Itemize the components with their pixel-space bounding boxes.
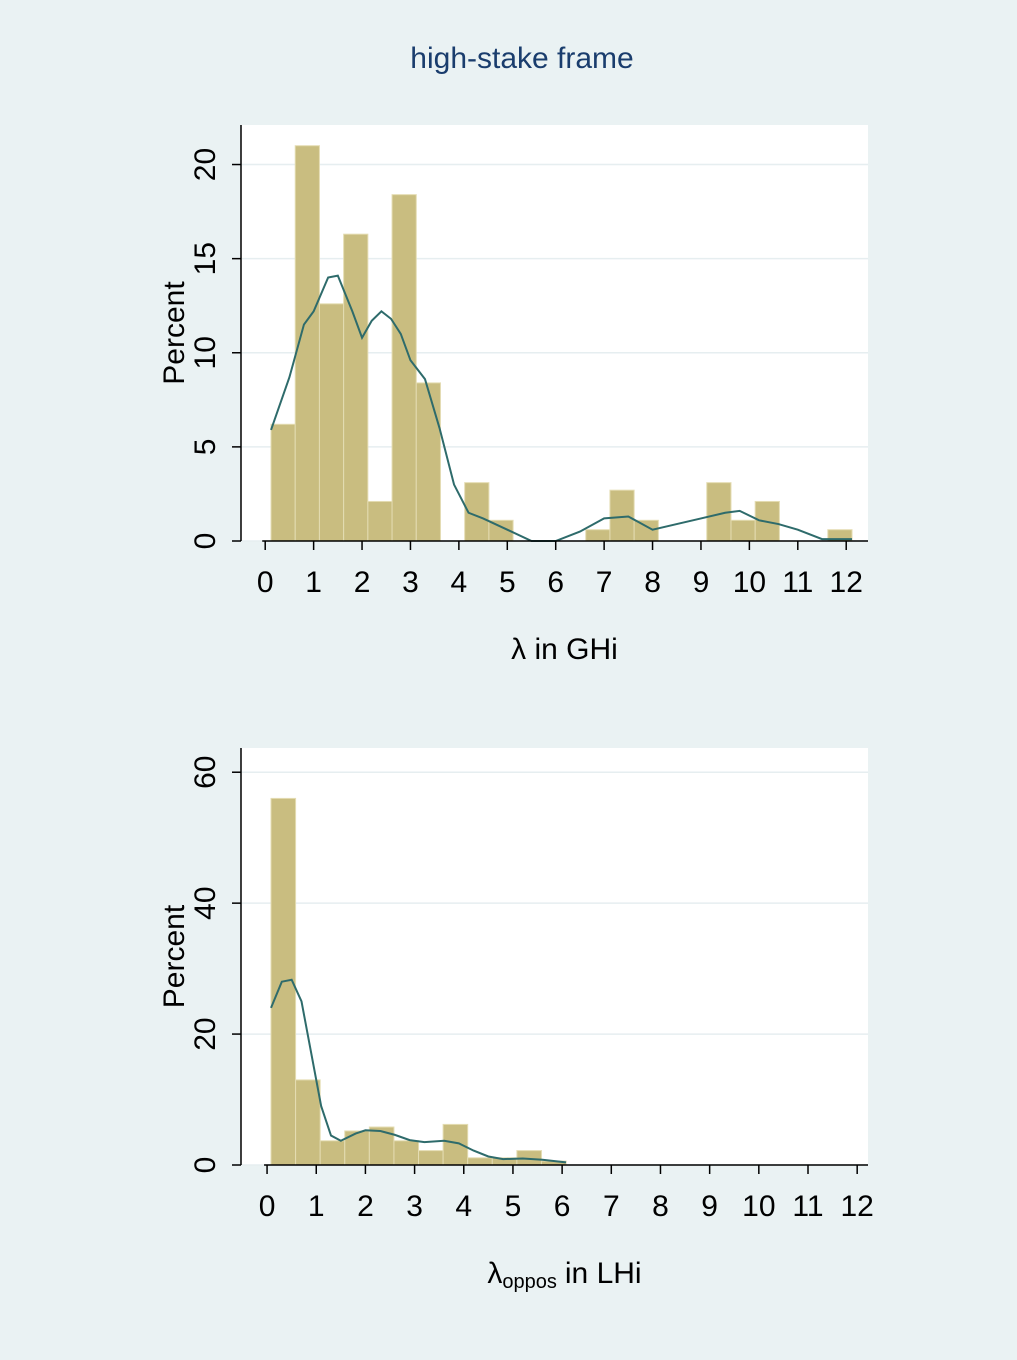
bar — [730, 519, 756, 542]
x-tick-label: 0 — [259, 1190, 276, 1223]
x-tick-label: 10 — [733, 566, 766, 599]
y-tick-label: 0 — [189, 533, 222, 550]
x-tick-label: 5 — [499, 566, 516, 599]
x-tick-label: 6 — [547, 566, 564, 599]
bar — [418, 1150, 444, 1166]
density-line — [270, 274, 853, 542]
y-axis-label: Percent — [158, 904, 191, 1008]
bar — [318, 303, 345, 542]
bar — [633, 519, 659, 542]
chart-title: high-stake frame — [410, 42, 633, 75]
x-tick-label: 4 — [455, 1190, 472, 1223]
y-tick-label: 60 — [189, 756, 222, 789]
x-tick-label: 9 — [701, 1190, 718, 1223]
y-tick-label: 5 — [189, 439, 222, 456]
x-tick-label: 9 — [693, 566, 710, 599]
x-tick-label: 8 — [652, 1190, 669, 1223]
x-tick-label: 12 — [830, 566, 863, 599]
y-tick-label: 20 — [189, 148, 222, 181]
x-tick-label: 4 — [451, 566, 468, 599]
x-tick-label: 5 — [505, 1190, 522, 1223]
x-axis-label: λ in GHi — [511, 633, 618, 666]
x-axis-label-main: λ in GHi — [511, 633, 618, 666]
bar — [295, 1079, 321, 1166]
bar — [319, 1140, 346, 1166]
x-tick-label: 8 — [644, 566, 661, 599]
y-tick-label: 20 — [189, 1017, 222, 1050]
bar — [442, 1123, 469, 1166]
x-tick-label: 12 — [840, 1190, 873, 1223]
x-axis-label-rest: in LHi — [565, 1257, 642, 1290]
bar — [391, 194, 417, 542]
y-tick-label: 0 — [189, 1157, 222, 1174]
x-tick-label: 11 — [782, 566, 813, 599]
x-tick-label: 0 — [257, 566, 274, 599]
bar — [270, 423, 296, 542]
bar — [343, 233, 369, 542]
x-tick-label: 6 — [554, 1190, 571, 1223]
x-axis-label-main: λ — [487, 1257, 502, 1290]
x-tick-label: 1 — [305, 566, 322, 599]
y-tick-label: 40 — [189, 886, 222, 919]
x-tick-label: 2 — [357, 1190, 374, 1223]
x-tick-label: 7 — [596, 566, 613, 599]
y-tick-label: 15 — [189, 242, 222, 275]
bar — [367, 500, 393, 542]
y-tick-label: 10 — [189, 336, 222, 369]
x-tick-label: 3 — [406, 1190, 423, 1223]
density-line — [270, 978, 567, 1164]
bar — [585, 529, 611, 542]
bar — [467, 1157, 493, 1166]
x-axis-label: λoppos in LHi — [487, 1257, 641, 1293]
bar — [393, 1140, 420, 1166]
plot-area — [241, 748, 868, 1165]
x-tick-label: 3 — [402, 566, 419, 599]
bar — [609, 489, 635, 542]
x-tick-label: 11 — [792, 1190, 823, 1223]
y-axis-label: Percent — [158, 281, 191, 385]
x-tick-label: 10 — [742, 1190, 775, 1223]
x-axis-label-sub: oppos — [502, 1271, 557, 1293]
x-tick-label: 1 — [308, 1190, 325, 1223]
x-tick-label: 2 — [354, 566, 371, 599]
bar — [415, 382, 441, 542]
x-tick-label: 7 — [603, 1190, 620, 1223]
